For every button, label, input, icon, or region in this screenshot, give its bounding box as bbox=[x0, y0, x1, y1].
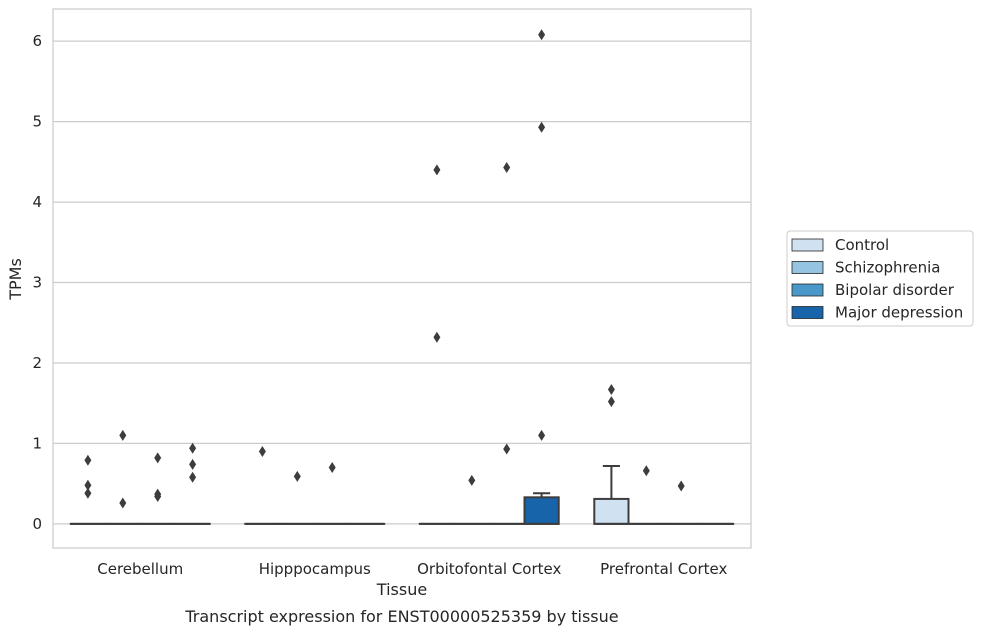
outlier-point bbox=[189, 471, 197, 483]
legend-swatch bbox=[791, 283, 824, 297]
box-group bbox=[523, 492, 560, 525]
x-tick-label: Cerebellum bbox=[97, 560, 183, 578]
outlier-point bbox=[258, 445, 266, 457]
outlier-point bbox=[119, 429, 127, 441]
legend-label: Schizophrenia bbox=[835, 259, 940, 277]
outlier-point bbox=[503, 161, 511, 173]
y-tick-labels: 0 1 2 3 4 5 6 bbox=[32, 32, 42, 533]
outlier-points bbox=[84, 29, 685, 509]
y-tick-label: 3 bbox=[32, 274, 42, 292]
outlier-point bbox=[119, 497, 127, 509]
legend-swatch bbox=[791, 306, 824, 319]
legend: Control Schizophrenia Bipolar disorder Majo… bbox=[786, 230, 974, 327]
outlier-point bbox=[433, 164, 441, 176]
outlier-point bbox=[607, 384, 615, 396]
y-axis-title: TPMs bbox=[6, 258, 25, 301]
legend-frame bbox=[786, 230, 974, 327]
gridlines bbox=[53, 40, 751, 525]
legend-swatch bbox=[791, 261, 824, 274]
outlier-point bbox=[538, 29, 546, 41]
x-tick-label: Hipppocampus bbox=[259, 560, 371, 578]
outlier-point bbox=[84, 454, 92, 466]
y-tick-label: 4 bbox=[32, 193, 42, 211]
x-tick-labels: Cerebellum Hipppocampus Orbitofontal Corte… bbox=[97, 560, 727, 578]
legend-label: Control bbox=[835, 236, 889, 254]
outlier-point bbox=[293, 470, 301, 482]
outlier-point bbox=[468, 474, 476, 486]
y-tick-label: 5 bbox=[32, 113, 42, 131]
plot-frame bbox=[52, 8, 752, 549]
outlier-point bbox=[538, 429, 546, 441]
legend-swatch bbox=[791, 238, 824, 252]
outlier-point bbox=[677, 480, 685, 492]
y-tick-label: 1 bbox=[32, 434, 42, 452]
legend-label: Bipolar disorder bbox=[835, 281, 955, 299]
outlier-point bbox=[84, 479, 92, 491]
outlier-point bbox=[642, 465, 650, 477]
outlier-point bbox=[328, 462, 336, 474]
outlier-point bbox=[84, 487, 92, 499]
box bbox=[593, 497, 630, 525]
box-groups bbox=[69, 464, 735, 525]
outlier-point bbox=[189, 458, 197, 470]
outlier-point bbox=[154, 452, 162, 464]
chart-caption: Transcript expression for ENST0000052535… bbox=[184, 607, 618, 626]
outlier-point bbox=[189, 442, 197, 454]
box bbox=[523, 496, 560, 525]
outlier-point bbox=[607, 396, 615, 408]
x-tick-label: Prefrontal Cortex bbox=[600, 560, 727, 578]
y-tick-label: 0 bbox=[32, 515, 42, 533]
outlier-point bbox=[154, 491, 162, 503]
legend-label: Major depression bbox=[835, 304, 963, 322]
y-tick-label: 2 bbox=[32, 354, 42, 372]
y-tick-label: 6 bbox=[32, 32, 42, 50]
x-axis-title: Tissue bbox=[376, 580, 427, 599]
outlier-point bbox=[433, 331, 441, 343]
outlier-point bbox=[503, 443, 511, 455]
outlier-point bbox=[538, 121, 546, 133]
x-tick-label: Orbitofontal Cortex bbox=[417, 560, 561, 578]
box-group bbox=[593, 464, 630, 525]
